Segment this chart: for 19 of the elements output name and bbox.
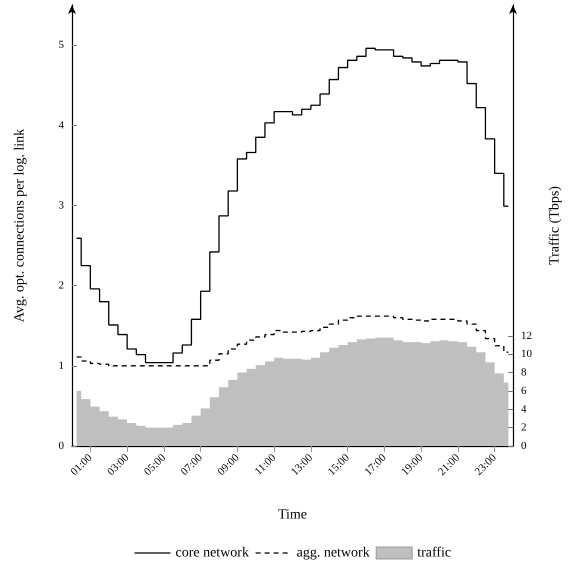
y-tick-label: 4 (58, 119, 64, 132)
y2-tick-label: 10 (521, 348, 532, 360)
y2-tick-label: 2 (521, 422, 526, 434)
y-tick-label: 2 (58, 280, 64, 292)
y2-tick-label: 8 (521, 366, 527, 378)
y2-tick-label: 0 (521, 440, 527, 452)
y-tick-label: 5 (58, 39, 64, 52)
legend-label: traffic (417, 546, 452, 560)
x-axis-title: Time (278, 508, 308, 522)
y-tick-label: 0 (58, 440, 64, 452)
y2-tick-label: 12 (521, 330, 532, 342)
y-tick-label: 3 (58, 199, 64, 212)
y2-tick-label: 6 (521, 384, 527, 397)
y-axis-title: Avg. opt. connections per log. link (12, 128, 28, 322)
legend-label: core network (176, 546, 249, 560)
y2-tick-label: 4 (521, 403, 527, 416)
y-tick-label: 1 (58, 360, 64, 372)
legend-label: agg. network (296, 546, 370, 560)
y2-axis-title: Traffic (Tbps) (548, 186, 562, 265)
